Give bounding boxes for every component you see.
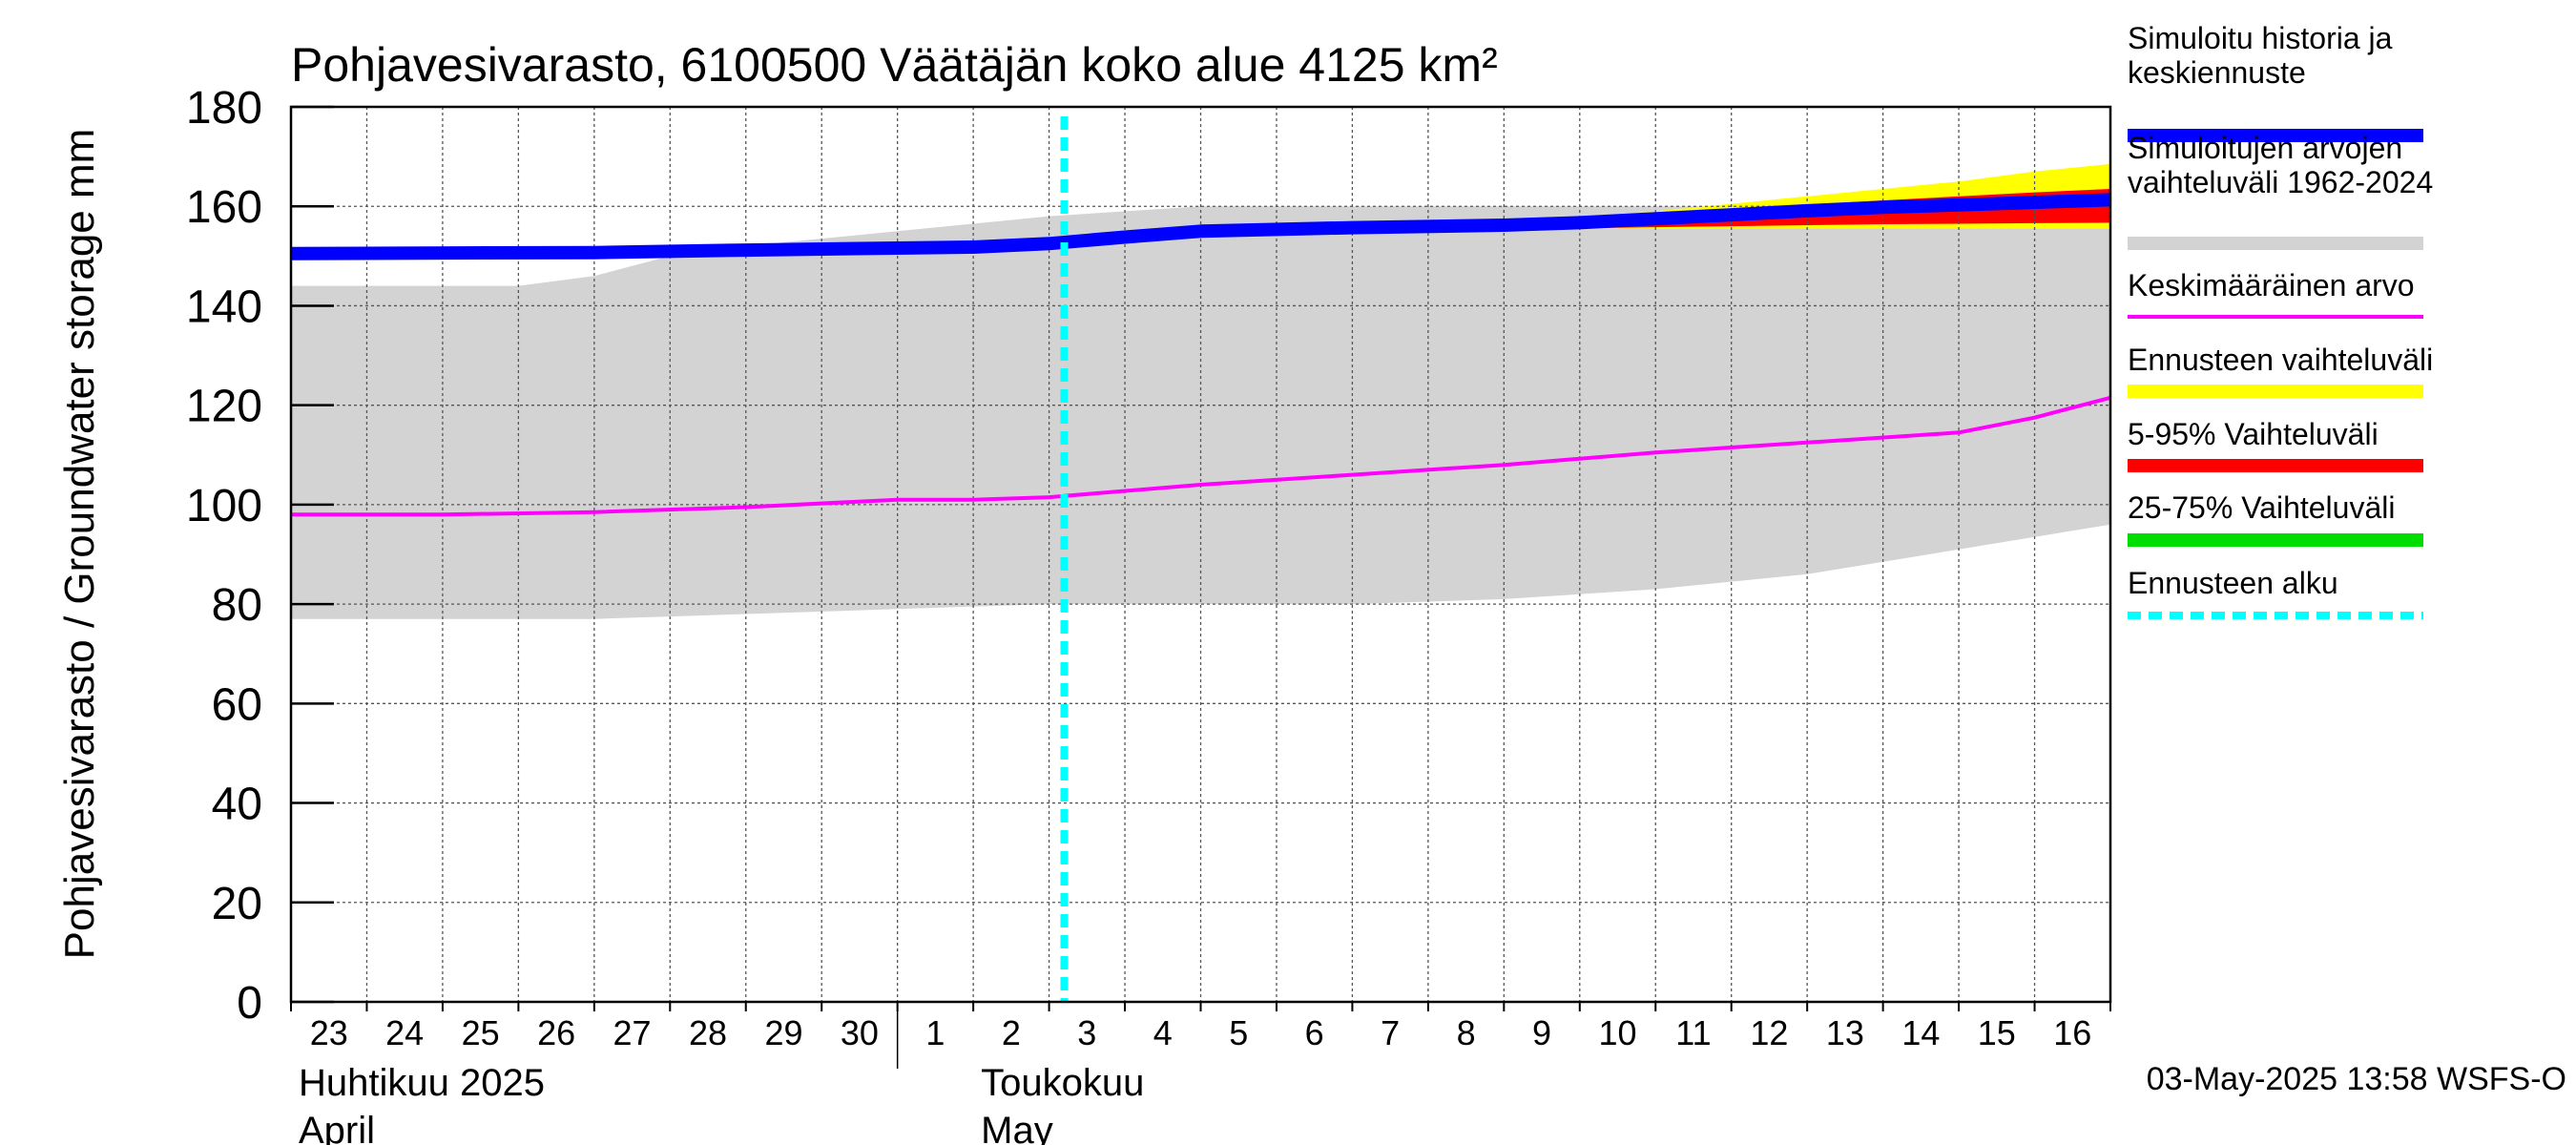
x-day-label: 5 xyxy=(1229,1013,1248,1052)
x-day-label: 28 xyxy=(689,1013,727,1052)
x-day-label: 3 xyxy=(1077,1013,1096,1052)
legend-label: 5-95% Vaihteluväli xyxy=(2128,417,2379,451)
x-day-label: 10 xyxy=(1598,1013,1636,1052)
month-label-fi: Toukokuu xyxy=(981,1062,1144,1104)
x-day-label: 11 xyxy=(1675,1013,1711,1052)
grid-layer xyxy=(291,107,2110,1002)
x-day-label: 12 xyxy=(1750,1013,1788,1052)
x-day-label: 9 xyxy=(1532,1013,1551,1052)
legend-label: keskiennuste xyxy=(2128,55,2306,90)
x-day-label: 1 xyxy=(925,1013,945,1052)
x-day-label: 24 xyxy=(385,1013,424,1052)
axes-layer xyxy=(289,105,2112,1069)
y-tick-label: 80 xyxy=(212,580,262,631)
y-tick-label: 100 xyxy=(186,481,262,531)
x-day-label: 13 xyxy=(1826,1013,1864,1052)
x-day-label: 8 xyxy=(1457,1013,1476,1052)
month-label-fi: Huhtikuu 2025 xyxy=(299,1062,545,1104)
x-day-label: 29 xyxy=(764,1013,802,1052)
x-day-label: 14 xyxy=(1901,1013,1940,1052)
x-day-label: 16 xyxy=(2053,1013,2091,1052)
y-tick-label: 140 xyxy=(186,281,262,332)
y-tick-label: 40 xyxy=(212,780,262,830)
legend-label: Keskimääräinen arvo xyxy=(2128,268,2415,302)
x-day-label: 23 xyxy=(310,1013,348,1052)
y-tick-label: 20 xyxy=(212,879,262,929)
x-axis-labels: 23 24 25 26 27 28 29 30 1 2 3 4 5 6 7 8 9 10 11 12 13 14 15 16H… xyxy=(299,1013,2091,1145)
y-tick-label: 160 xyxy=(186,182,262,233)
line-series-2 xyxy=(290,193,2111,260)
x-day-label: 7 xyxy=(1381,1013,1400,1052)
line-series-1 xyxy=(291,395,2111,517)
y-axis-label: Pohjavesivarasto / Groundwater storage m… xyxy=(56,129,103,960)
month-label-en: May xyxy=(981,1110,1053,1145)
legend-label: vaihteluväli 1962-2024 xyxy=(2128,165,2433,199)
y-tick-label: 60 xyxy=(212,679,262,730)
x-day-label: 27 xyxy=(613,1013,652,1052)
line-layer xyxy=(290,116,2111,1002)
y-axis-labels: 0 20 40 60 80 100 120 140 160 180 xyxy=(186,83,262,1029)
legend-label: 25-75% Vaihteluväli xyxy=(2128,490,2395,525)
legend-label: Ennusteen alku xyxy=(2128,566,2338,600)
x-day-label: 4 xyxy=(1153,1013,1173,1052)
timestamp-footer: 03-May-2025 13:58 WSFS-O xyxy=(2147,1061,2566,1097)
band-series-3 xyxy=(1064,189,2110,237)
y-tick-label: 120 xyxy=(186,382,262,432)
x-day-label: 30 xyxy=(841,1013,879,1052)
legend-label: Simuloitu historia ja xyxy=(2128,21,2393,55)
x-day-label: 2 xyxy=(1002,1013,1021,1052)
month-label-en: April xyxy=(299,1110,375,1145)
chart-title: Pohjavesivarasto, 6100500 Väätäjän koko … xyxy=(291,38,1498,92)
y-tick-label: 180 xyxy=(186,83,262,134)
x-day-label: 26 xyxy=(537,1013,575,1052)
y-tick-label: 0 xyxy=(237,978,262,1029)
legend-label: Ennusteen vaihteluväli xyxy=(2128,343,2433,377)
x-day-label: 6 xyxy=(1305,1013,1324,1052)
x-day-label: 25 xyxy=(462,1013,500,1052)
legend-label: Simuloitujen arvojen xyxy=(2128,131,2402,165)
x-day-label: 15 xyxy=(1978,1013,2016,1052)
